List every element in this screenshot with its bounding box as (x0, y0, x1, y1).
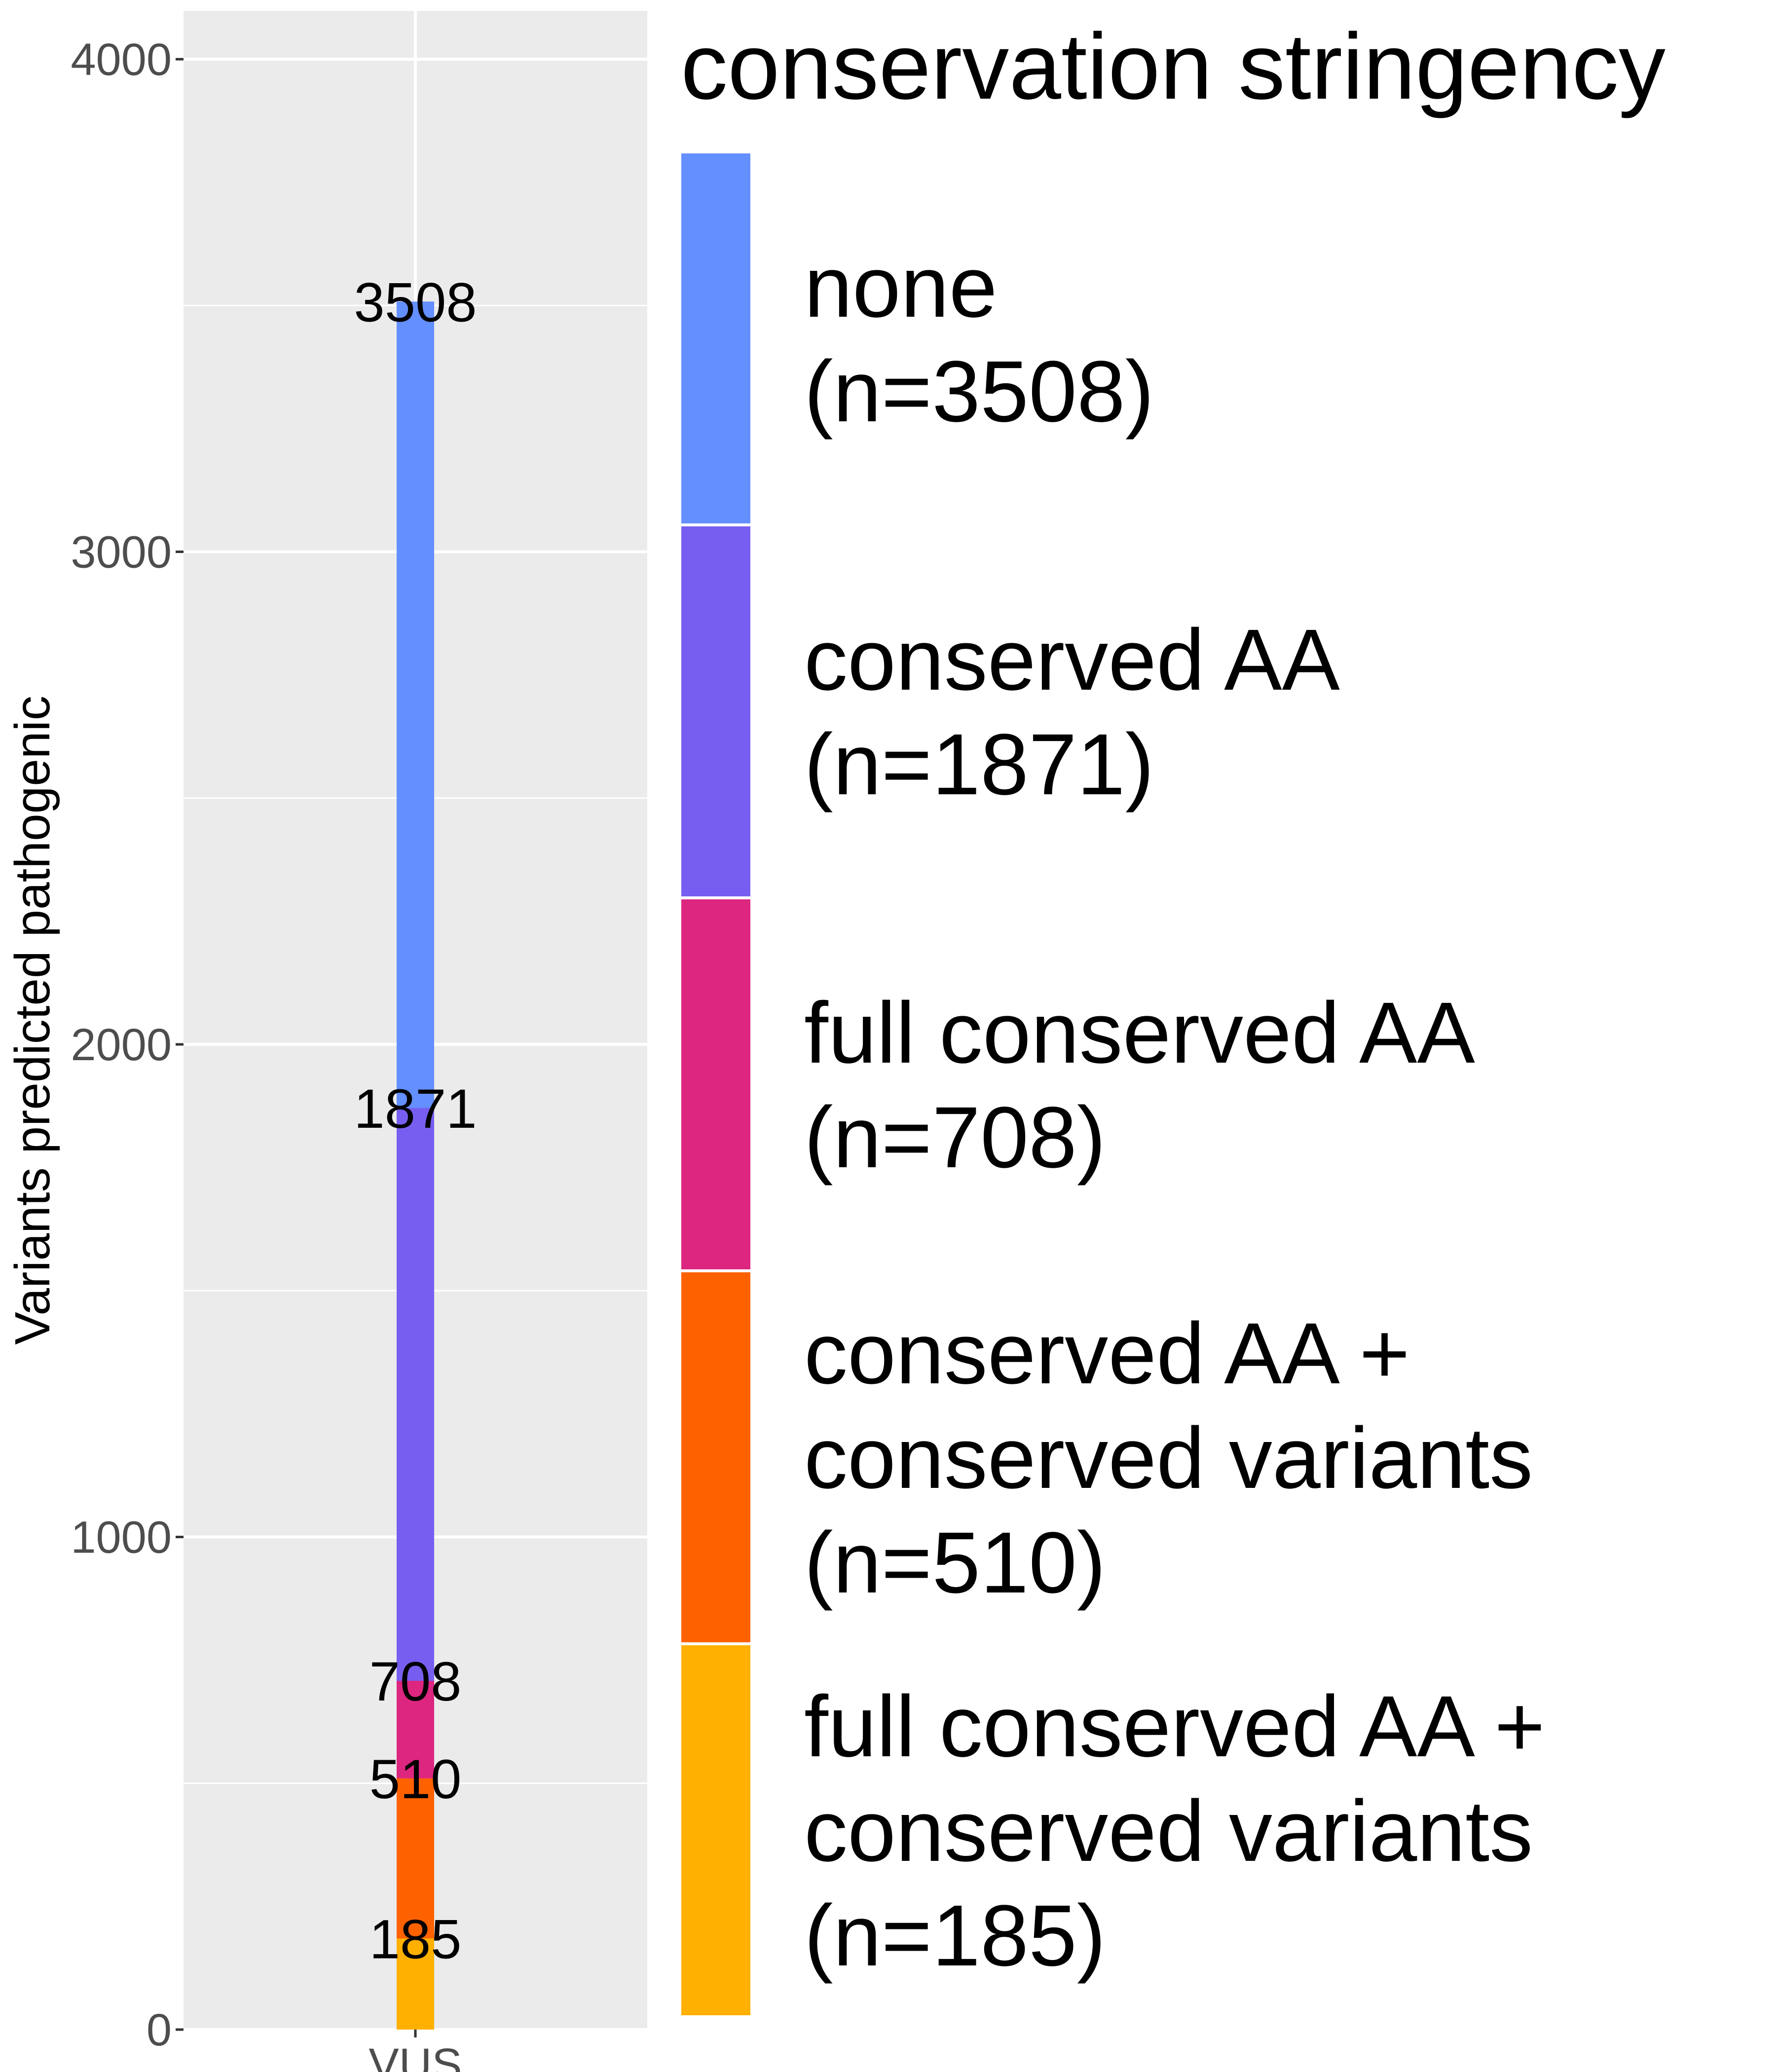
legend: none(n=3508) conserved AA(n=1871) full con… (678, 150, 1545, 2018)
legend-key (678, 523, 753, 899)
legend-label: (n=1871) (804, 716, 1154, 813)
legend-label: full conserved AA (804, 985, 1475, 1081)
bar (397, 1938, 434, 2030)
data-label: 185 (370, 1908, 462, 1970)
legend-label: conserved AA (804, 612, 1340, 708)
legend-key (678, 1642, 753, 2018)
legend-label: none (804, 239, 998, 335)
legend-label: (n=185) (804, 1887, 1106, 1984)
x-tick-label: VUS (369, 2039, 462, 2072)
y-tick-label: 2000 (71, 1020, 172, 1070)
legend-label: (n=3508) (804, 343, 1154, 440)
y-axis: 0 1000 2000 3000 4000 (71, 35, 184, 2055)
y-tick-label: 1000 (71, 1513, 172, 1563)
legend-key (678, 150, 753, 526)
data-label: 510 (370, 1748, 462, 1810)
bars (397, 301, 434, 2030)
x-axis: VUS (369, 2030, 462, 2072)
legend-label: (n=708) (804, 1089, 1106, 1186)
legend-label: conserved variants (804, 1783, 1533, 1880)
y-tick-label: 0 (147, 2005, 172, 2055)
data-labels: 3508 1871 708 510 185 (354, 271, 477, 1970)
data-label: 3508 (354, 271, 477, 333)
legend-label: conserved AA + (804, 1305, 1410, 1402)
legend-key (678, 896, 753, 1272)
y-tick-label: 3000 (71, 527, 172, 578)
legend-key (678, 1269, 753, 1645)
legend-label: (n=510) (804, 1515, 1106, 1611)
y-tick-label: 4000 (71, 35, 172, 85)
y-axis-title: Variants predicted pathogenic (5, 696, 60, 1345)
data-label: 708 (370, 1651, 462, 1712)
legend-label: conserved variants (804, 1410, 1533, 1507)
legend-label: full conserved AA + (804, 1678, 1545, 1775)
legend-title: conservation stringency (681, 14, 1665, 119)
data-label: 1871 (354, 1078, 477, 1140)
